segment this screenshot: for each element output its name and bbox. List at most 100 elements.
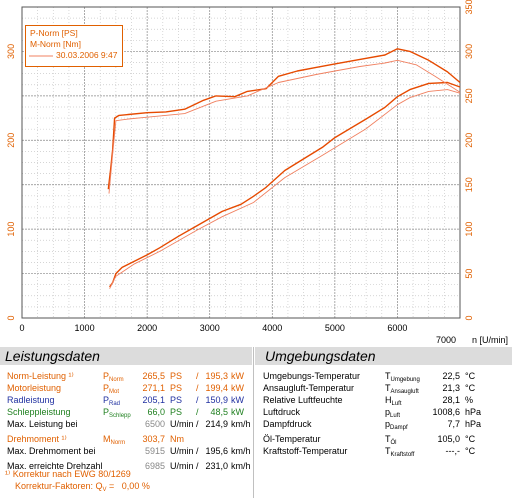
leistung-unit-2: kW bbox=[231, 407, 244, 417]
y-right-tick-label: 200 bbox=[464, 133, 474, 148]
umgebung-symbol: TUmgebung bbox=[385, 371, 420, 383]
legend-item-timestamp: 30.03.2006 9:47 bbox=[56, 50, 118, 60]
x-tick-label: 2000 bbox=[137, 323, 157, 333]
leistung-separator: / bbox=[196, 407, 199, 417]
leistung-separator: / bbox=[196, 446, 199, 456]
leistung-label: Schleppleistung bbox=[7, 407, 71, 417]
legend-item-p-norm: P-Norm [PS] bbox=[30, 28, 78, 38]
leistung-symbol: MNorm bbox=[103, 434, 126, 446]
divider bbox=[253, 347, 254, 498]
leistung-value-2: 199,4 bbox=[205, 383, 228, 393]
leistung-unit-1: U/min bbox=[170, 461, 194, 471]
leistung-unit-1: U/min bbox=[170, 419, 194, 429]
series-m-norm bbox=[107, 48, 461, 190]
umgebung-label: Dampfdruck bbox=[263, 419, 312, 429]
y-right-tick-label: 150 bbox=[464, 177, 474, 192]
leistung-value-1: 303,7 bbox=[142, 434, 165, 444]
y-right-tick-label: 350 bbox=[464, 0, 474, 15]
leistung-symbol: PNorm bbox=[103, 371, 124, 383]
umgebungsdaten-header: Umgebungsdaten bbox=[255, 347, 512, 365]
x-tick-label: 3000 bbox=[200, 323, 220, 333]
umgebung-value: ---,- bbox=[445, 446, 461, 456]
x-tick-label: 6000 bbox=[387, 323, 407, 333]
leistung-separator: / bbox=[196, 395, 199, 405]
umgebung-label: Ansaugluft-Temperatur bbox=[263, 383, 355, 393]
umgebung-value: 1008,6 bbox=[432, 407, 460, 417]
y-right-tick-label: 100 bbox=[464, 222, 474, 237]
y-right-tick-label: 0 bbox=[464, 315, 474, 320]
y-left-tick-label: 300 bbox=[6, 44, 16, 59]
leistung-symbol: PSchlepp bbox=[103, 407, 131, 419]
leistung-unit-1: PS bbox=[170, 383, 183, 393]
leistung-value-1: 66,0 bbox=[147, 407, 165, 417]
umgebung-unit: hPa bbox=[465, 407, 482, 417]
y-right-tick-label: 50 bbox=[464, 269, 474, 279]
leistung-unit-2: km/h bbox=[231, 461, 251, 471]
leistung-value-1: 6500 bbox=[144, 419, 165, 429]
umgebungsdaten-title: Umgebungsdaten bbox=[265, 348, 376, 364]
leistung-value-2: 150,9 bbox=[205, 395, 228, 405]
leistung-label: Drehmoment ¹⁾ bbox=[7, 434, 67, 444]
umgebung-value: 21,3 bbox=[442, 383, 460, 393]
leistung-value-2: 195,6 bbox=[205, 446, 228, 456]
leistung-separator: / bbox=[196, 419, 199, 429]
leistungsdaten-header: Leistungsdaten bbox=[0, 347, 252, 365]
umgebung-label: Umgebungs-Temperatur bbox=[263, 371, 361, 381]
leistung-symbol: PRad bbox=[103, 395, 121, 407]
x-tick-label: 0 bbox=[19, 323, 24, 333]
umgebung-unit: °C bbox=[465, 434, 476, 444]
x-tick-label: 5000 bbox=[325, 323, 345, 333]
footnote-factors: Korrektur-Faktoren: QV = 0,00 % bbox=[15, 481, 150, 493]
y-right-tick-label: 250 bbox=[464, 88, 474, 103]
leistung-value-2: 214,9 bbox=[205, 419, 228, 429]
umgebung-label: Öl-Temperatur bbox=[263, 434, 321, 444]
leistung-label: Norm-Leistung ¹⁾ bbox=[7, 371, 74, 381]
umgebung-unit: °C bbox=[465, 371, 476, 381]
y-left-tick-label: 0 bbox=[6, 315, 16, 320]
umgebung-value: 7,7 bbox=[447, 419, 460, 429]
leistung-value-1: 265,5 bbox=[142, 371, 165, 381]
leistung-value-2: 48,5 bbox=[210, 407, 228, 417]
x-axis-ticks: 0 1000 2000 3000 4000 5000 6000 7000 bbox=[19, 323, 456, 345]
umgebung-unit: % bbox=[465, 395, 474, 405]
leistung-unit-1: Nm bbox=[170, 434, 184, 444]
leistung-separator: / bbox=[196, 383, 199, 393]
umgebung-value: 22,5 bbox=[442, 371, 460, 381]
umgebung-value: 105,0 bbox=[437, 434, 460, 444]
umgebung-unit: °C bbox=[465, 383, 476, 393]
umgebung-label: Luftdruck bbox=[263, 407, 301, 417]
series-layer bbox=[107, 48, 461, 289]
series-p-norm bbox=[109, 81, 461, 288]
umgebung-symbol: pLuft bbox=[385, 407, 401, 419]
y-left-tick-label: 200 bbox=[6, 133, 16, 148]
leistung-unit-2: kW bbox=[231, 371, 244, 381]
legend: P-Norm [PS] M-Norm [Nm] 30.03.2006 9:47 bbox=[25, 25, 123, 67]
umgebung-unit: hPa bbox=[465, 419, 482, 429]
x-axis-label: n [U/min] bbox=[472, 335, 508, 345]
umgebung-value: 28,1 bbox=[442, 395, 460, 405]
footnote-correction: ¹⁾ Korrektur nach EWG 80/1269 bbox=[5, 469, 131, 479]
y-axis-right-ticks: 0 50 100 150 200 250 300 350 bbox=[464, 0, 474, 321]
umgebung-symbol: HLuft bbox=[385, 395, 402, 407]
y-axis-left-ticks: 0 100 200 300 bbox=[6, 44, 16, 321]
x-tick-label: 1000 bbox=[75, 323, 95, 333]
leistung-unit-2: kW bbox=[231, 383, 244, 393]
leistungsdaten-title: Leistungsdaten bbox=[5, 348, 100, 364]
leistung-separator: / bbox=[196, 371, 199, 381]
umgebung-unit: °C bbox=[465, 446, 476, 456]
umgebung-label: Relative Luftfeuchte bbox=[263, 395, 343, 405]
series-reference-2 bbox=[108, 59, 461, 194]
leistung-label: Radleistung bbox=[7, 395, 55, 405]
leistung-symbol: PMot bbox=[103, 383, 120, 395]
umgebung-symbol: TÖl bbox=[385, 434, 397, 446]
leistung-label: Motorleistung bbox=[7, 383, 62, 393]
y-right-tick-label: 300 bbox=[464, 44, 474, 59]
leistung-unit-1: PS bbox=[170, 407, 183, 417]
leistung-value-1: 5915 bbox=[144, 446, 165, 456]
leistung-unit-2: km/h bbox=[231, 419, 251, 429]
x-tick-label: 7000 bbox=[436, 335, 456, 345]
leistung-value-1: 271,1 bbox=[142, 383, 165, 393]
leistung-label: Max. Leistung bei bbox=[7, 419, 78, 429]
leistung-label: Max. Drehmoment bei bbox=[7, 446, 96, 456]
